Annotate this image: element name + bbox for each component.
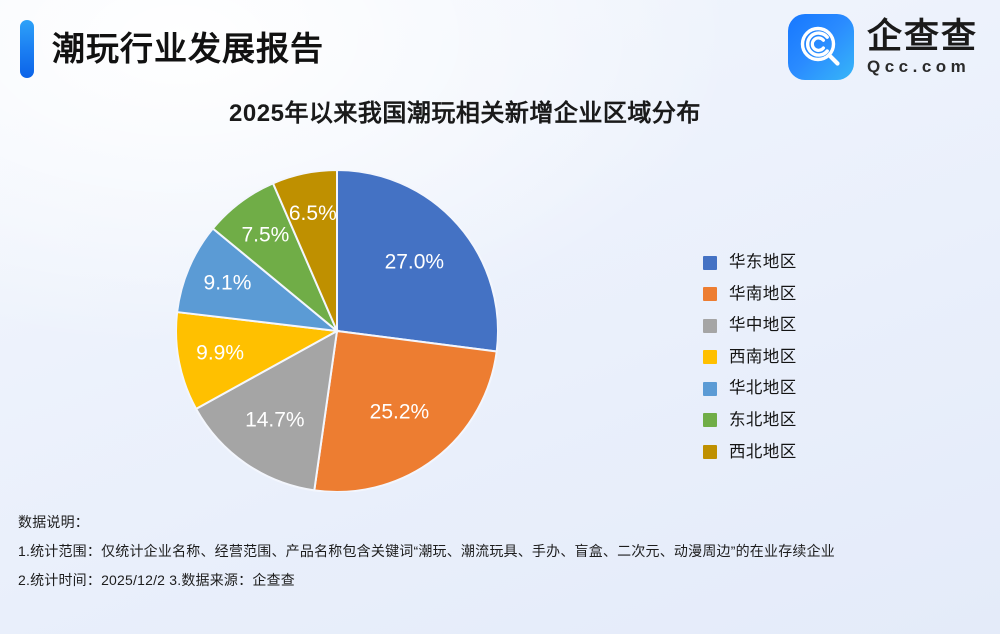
pie-slice[interactable] (336, 170, 498, 353)
chart-title: 2025年以来我国潮玩相关新增企业区域分布 (229, 100, 701, 127)
legend-color-swatch (703, 445, 717, 460)
brand-name-en: Qcc.com (866, 57, 971, 76)
legend-label: 东北地区 (729, 410, 797, 429)
pie-slice-label: 25.2% (370, 401, 430, 424)
chart-legend: 华东地区华南地区华中地区西南地区华北地区东北地区西北地区 (703, 254, 797, 461)
legend-label: 华北地区 (729, 379, 797, 398)
pie-slice-label: 6.5% (289, 202, 337, 225)
note-time-and-source: 2.统计时间：2025/12/2 3.数据来源：企查查 (18, 572, 295, 588)
data-notes: 数据说明： 1.统计范围：仅统计企业名称、经营范围、产品名称包含关键词“潮玩、潮… (18, 508, 984, 595)
pie-slice-label: 14.7% (245, 409, 305, 432)
legend-color-swatch (703, 318, 717, 333)
legend-item[interactable]: 东北地区 (703, 410, 797, 429)
page-header: 潮玩行业发展报告 企查查 Qcc.com (0, 0, 1000, 95)
title-accent-bar (20, 20, 34, 78)
legend-color-swatch (703, 255, 717, 270)
qcc-logo-mark-icon (787, 14, 854, 80)
legend-label: 西南地区 (729, 347, 797, 366)
legend-label: 华中地区 (729, 316, 797, 335)
notes-heading: 数据说明： (18, 514, 89, 530)
legend-item[interactable]: 华南地区 (703, 284, 797, 303)
legend-item[interactable]: 华北地区 (703, 380, 797, 397)
chart-area: 27.0% 25.2% 14.7% 9.9% 9.1% 7.5% 6.5% 华东地区华南地区… (0, 150, 1000, 495)
legend-color-swatch (703, 413, 717, 428)
page-title: 潮玩行业发展报告 (52, 30, 324, 67)
pie-slice[interactable] (271, 170, 338, 332)
legend-label: 西北地区 (729, 442, 797, 461)
brand-logo: 企查查 Qcc.com (787, 13, 978, 81)
legend-item[interactable]: 华东地区 (703, 254, 797, 271)
legend-item[interactable]: 西南地区 (703, 347, 797, 366)
pie-chart: 27.0% 25.2% 14.7% 9.9% 9.1% 7.5% 6.5% (176, 170, 498, 492)
pie-slice-label: 9.9% (196, 341, 244, 364)
brand-name-cn: 企查查 (866, 17, 978, 56)
legend-color-swatch (703, 381, 717, 396)
pie-chart-svg: 27.0% 25.2% 14.7% 9.9% 9.1% 7.5%6.5% (176, 170, 498, 492)
legend-color-swatch (703, 287, 717, 302)
note-scope: 1.统计范围：仅统计企业名称、经营范围、产品名称包含关键词“潮玩、潮流玩具、手办… (18, 543, 835, 559)
pie-slice[interactable] (176, 310, 341, 411)
legend-color-swatch (703, 350, 717, 365)
legend-label: 华东地区 (729, 253, 797, 271)
legend-label: 华南地区 (729, 284, 797, 303)
pie-slice[interactable] (194, 329, 339, 492)
pie-slice-label: 27.0% (385, 250, 445, 273)
pie-slice-label: 9.1% (204, 272, 252, 295)
pie-slice-label: 7.5% (241, 223, 289, 246)
brand-logo-text: 企查查 Qcc.com (866, 17, 978, 77)
pie-slice[interactable] (313, 329, 498, 492)
legend-item[interactable]: 西北地区 (703, 442, 797, 461)
legend-item[interactable]: 华中地区 (703, 317, 797, 334)
pie-slice[interactable] (176, 227, 341, 333)
